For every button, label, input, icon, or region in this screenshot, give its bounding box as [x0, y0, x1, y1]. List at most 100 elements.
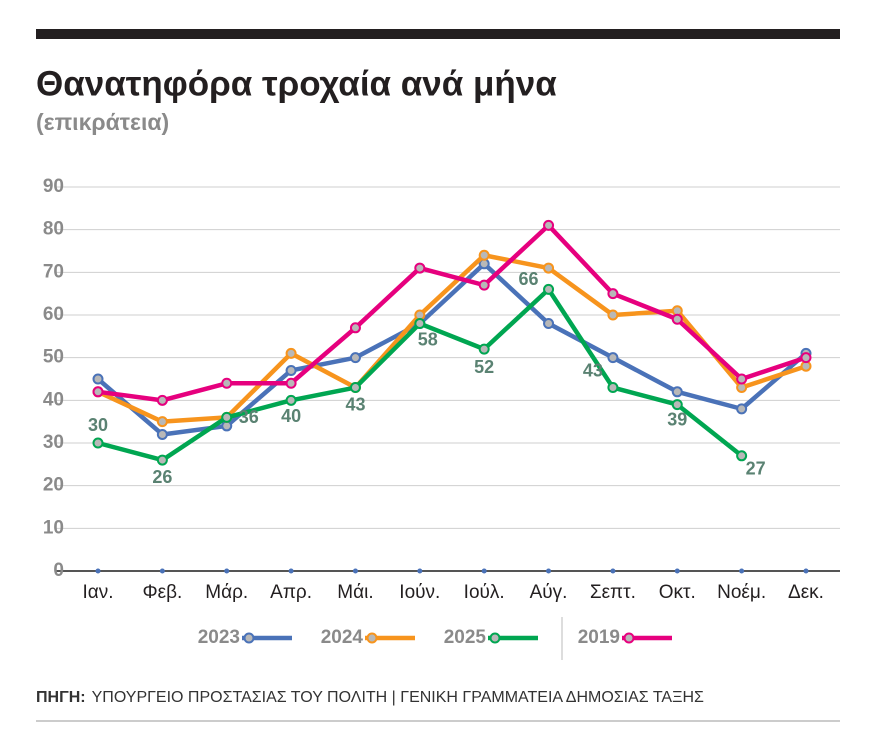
source-text: ΥΠΟΥΡΓΕΙΟ ΠΡΟΣΤΑΣΙΑΣ ΤΟΥ ΠΟΛΙΤΗ | ΓΕΝΙΚΗ… — [92, 689, 704, 706]
point — [92, 386, 104, 398]
x-tick — [610, 568, 616, 574]
source: ΠΗΓΗ: ΥΠΟΥΡΓΕΙΟ ΠΡΟΣΤΑΣΙΑΣ ΤΟΥ ΠΟΛΙΤΗ | Γ… — [36, 689, 704, 706]
point — [736, 450, 748, 462]
y-tick-label: 10 — [43, 517, 64, 538]
source-label: ΠΗΓΗ: — [36, 689, 86, 706]
x-tick-label: Δεκ. — [788, 582, 824, 603]
data-label: 26 — [152, 467, 172, 487]
x-tick-label: Σεπτ. — [590, 582, 636, 603]
x-tick — [352, 568, 358, 574]
x-tick-label: Μάρ. — [205, 582, 248, 603]
x-tick-label: Οκτ. — [659, 582, 696, 603]
y-tick-label: 20 — [43, 475, 64, 496]
point — [156, 428, 168, 440]
y-tick-label: 0 — [53, 560, 64, 581]
point — [478, 249, 490, 261]
point — [92, 373, 104, 385]
point — [221, 411, 233, 423]
point — [607, 288, 619, 300]
data-label: 66 — [519, 269, 539, 289]
series-line — [97, 223, 807, 403]
data-label: 58 — [418, 329, 438, 349]
x-tick — [288, 568, 294, 574]
series-line — [97, 253, 807, 424]
legend-marker — [366, 632, 378, 644]
legend-marker — [243, 632, 255, 644]
y-tick-label: 80 — [43, 219, 64, 240]
data-label: 43 — [345, 394, 365, 414]
data-label: 39 — [667, 409, 687, 429]
y-tick-label: 30 — [43, 432, 64, 453]
point — [736, 373, 748, 385]
point — [671, 386, 683, 398]
x-tick — [674, 568, 680, 574]
x-tick — [739, 568, 745, 574]
x-tick-label: Απρ. — [270, 582, 312, 603]
point — [607, 309, 619, 321]
top-bar — [36, 29, 840, 39]
x-tick-label: Νοέμ. — [717, 582, 766, 603]
point — [671, 399, 683, 411]
x-tick — [159, 568, 165, 574]
series-line — [96, 261, 808, 437]
data-label: 30 — [88, 415, 108, 435]
x-tick — [417, 568, 423, 574]
x-tick-label: Μάι. — [337, 582, 373, 603]
point — [736, 403, 748, 415]
legend-label: 2024 — [321, 627, 364, 648]
plot: 0 10 20 30 40 50 60 70 80 90 Ιαν. Φεβ. Μάρ. Απρ. Μάι. Ι… — [43, 176, 840, 603]
point — [156, 394, 168, 406]
point — [607, 352, 619, 364]
point — [800, 352, 812, 364]
point — [478, 343, 490, 355]
point — [543, 283, 555, 295]
point — [543, 262, 555, 274]
x-tick — [224, 568, 230, 574]
data-label: 27 — [746, 459, 766, 479]
x-tick — [95, 568, 101, 574]
x-tick-label: Ιαν. — [82, 582, 113, 603]
point — [607, 382, 619, 394]
legend-marker — [489, 632, 501, 644]
point — [543, 318, 555, 330]
x-tick — [481, 568, 487, 574]
legend-marker — [623, 632, 635, 644]
point — [478, 279, 490, 291]
point — [285, 347, 297, 359]
point — [349, 322, 361, 334]
y-tick-label: 50 — [43, 347, 64, 368]
x-tick — [803, 568, 809, 574]
x-tick-label: Ιούν. — [399, 582, 440, 603]
point — [285, 394, 297, 406]
chart-title: Θανατηφόρα τροχαία ανά μήνα — [36, 64, 557, 103]
point — [349, 352, 361, 364]
point — [671, 313, 683, 325]
point — [156, 416, 168, 428]
point — [92, 437, 104, 449]
point — [221, 377, 233, 389]
x-tick-label: Ιούλ. — [464, 582, 505, 603]
point — [543, 219, 555, 231]
y-tick-label: 60 — [43, 304, 64, 325]
point — [349, 382, 361, 394]
y-tick-label: 40 — [43, 389, 64, 410]
point — [414, 262, 426, 274]
x-tick — [546, 568, 552, 574]
point — [156, 454, 168, 466]
y-tick-label: 90 — [43, 176, 64, 197]
data-label: 36 — [239, 407, 259, 427]
x-tick-label: Φεβ. — [142, 582, 182, 603]
data-label: 52 — [474, 357, 494, 377]
point — [285, 377, 297, 389]
legend-label: 2025 — [444, 627, 487, 648]
legend-label: 2023 — [198, 627, 240, 648]
y-tick-label: 70 — [43, 261, 64, 282]
x-tick-label: Αύγ. — [530, 582, 568, 603]
point — [285, 364, 297, 376]
chart-subtitle: (επικράτεια) — [36, 109, 169, 135]
data-label: 40 — [281, 406, 301, 426]
point — [414, 318, 426, 330]
data-label: 43 — [583, 360, 603, 380]
legend-label: 2019 — [578, 627, 620, 648]
